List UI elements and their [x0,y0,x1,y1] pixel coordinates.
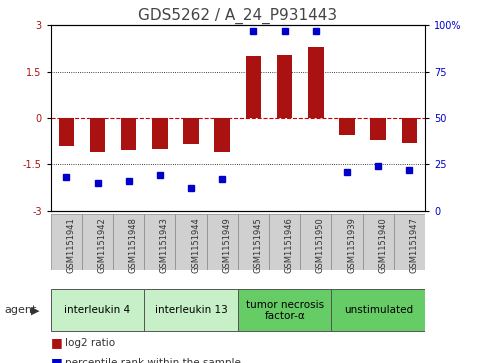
Bar [300,214,331,270]
Text: interleukin 13: interleukin 13 [155,305,227,315]
Text: GSM1151949: GSM1151949 [222,217,231,273]
Bar [269,214,300,270]
Bar [152,118,168,149]
Text: GSM1151944: GSM1151944 [191,217,200,273]
Text: GSM1151942: GSM1151942 [98,217,107,273]
Bar [58,118,74,146]
Bar [51,214,82,270]
Text: GSM1151940: GSM1151940 [378,217,387,273]
Bar [207,214,238,270]
Bar [90,118,105,152]
Bar [394,214,425,270]
Bar [121,118,137,150]
Bar [238,214,269,270]
Bar [144,214,175,270]
Text: GSM1151943: GSM1151943 [160,217,169,273]
Bar [113,214,144,270]
Text: log2 ratio: log2 ratio [65,338,115,348]
Text: interleukin 4: interleukin 4 [64,305,130,315]
Text: GSM1151939: GSM1151939 [347,217,356,273]
Text: ▶: ▶ [31,305,40,315]
Bar [402,118,417,143]
Bar [370,118,386,140]
Text: GSM1151941: GSM1151941 [66,217,75,273]
Text: tumor necrosis
factor-α: tumor necrosis factor-α [246,299,324,321]
Bar [363,214,394,270]
Bar [339,118,355,135]
Bar [331,214,363,270]
Bar [175,214,207,270]
Bar [144,289,238,331]
Text: GSM1151948: GSM1151948 [128,217,138,273]
Text: GSM1151945: GSM1151945 [254,217,262,273]
Bar [277,55,293,118]
Text: GSM1151950: GSM1151950 [316,217,325,273]
Text: percentile rank within the sample: percentile rank within the sample [65,358,241,363]
Text: ■: ■ [51,356,62,363]
Text: GSM1151947: GSM1151947 [410,217,418,273]
Bar [238,289,331,331]
Bar [214,118,230,152]
Bar [82,214,113,270]
Bar [308,47,324,118]
Title: GDS5262 / A_24_P931443: GDS5262 / A_24_P931443 [138,8,338,24]
Text: unstimulated: unstimulated [344,305,413,315]
Bar [51,289,144,331]
Bar [183,118,199,144]
Text: GSM1151946: GSM1151946 [284,217,294,273]
Text: ■: ■ [51,337,62,350]
Bar [331,289,425,331]
Bar [246,56,261,118]
Text: agent: agent [5,305,37,315]
